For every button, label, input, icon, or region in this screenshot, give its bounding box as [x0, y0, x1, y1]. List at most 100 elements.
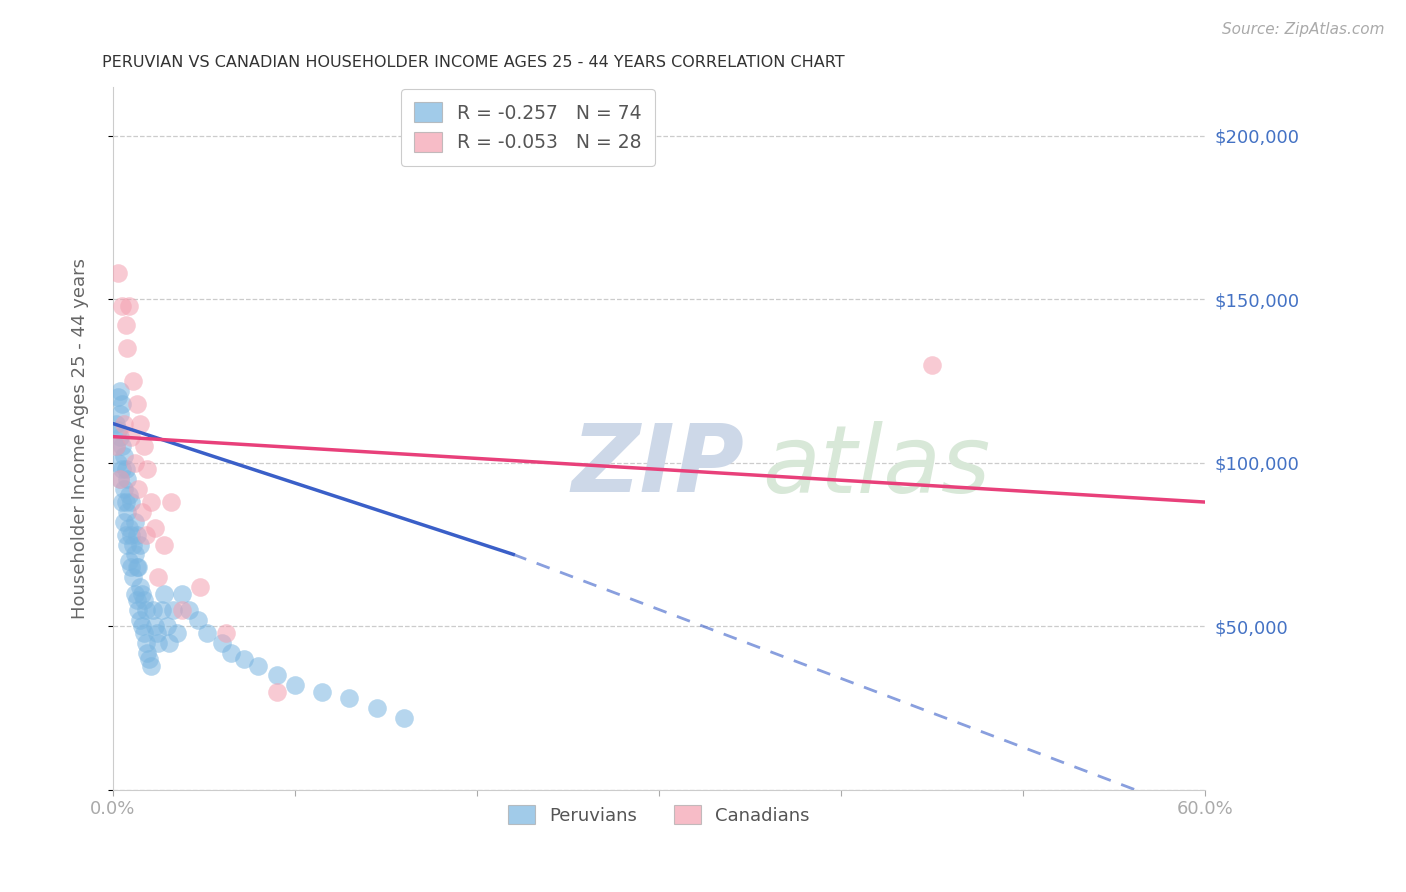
Point: [125, 397, 148, 411]
Point: [105, 439, 128, 453]
Y-axis label: Householder Income Ages 25 - 44 years: Householder Income Ages 25 - 44 years: [72, 258, 89, 619]
Point: [284, 678, 307, 692]
Point: [219, 646, 242, 660]
Point: [127, 482, 149, 496]
Point: [122, 374, 145, 388]
Point: [118, 521, 141, 535]
Point: [138, 652, 160, 666]
Point: [120, 527, 142, 541]
Point: [105, 417, 128, 431]
Point: [118, 299, 141, 313]
Point: [247, 658, 270, 673]
Point: [124, 548, 146, 562]
Point: [111, 495, 134, 509]
Point: [127, 603, 149, 617]
Point: [921, 358, 943, 372]
Point: [118, 488, 141, 502]
Point: [139, 658, 162, 673]
Point: [120, 560, 142, 574]
Point: [111, 397, 134, 411]
Point: [266, 668, 288, 682]
Point: [131, 587, 153, 601]
Point: [117, 538, 139, 552]
Point: [108, 472, 131, 486]
Point: [108, 429, 131, 443]
Point: [125, 560, 148, 574]
Point: [311, 685, 333, 699]
Point: [105, 439, 128, 453]
Point: [188, 580, 211, 594]
Point: [143, 521, 166, 535]
Point: [131, 505, 153, 519]
Point: [148, 636, 170, 650]
Point: [135, 603, 157, 617]
Point: [129, 417, 152, 431]
Point: [111, 439, 134, 453]
Point: [135, 527, 157, 541]
Point: [197, 626, 219, 640]
Point: [139, 495, 162, 509]
Point: [127, 560, 149, 574]
Point: [136, 646, 159, 660]
Point: [170, 603, 193, 617]
Point: [111, 462, 134, 476]
Point: [131, 619, 153, 633]
Point: [392, 711, 415, 725]
Text: PERUVIAN VS CANADIAN HOUSEHOLDER INCOME AGES 25 - 44 YEARS CORRELATION CHART: PERUVIAN VS CANADIAN HOUSEHOLDER INCOME …: [101, 55, 845, 70]
Point: [124, 515, 146, 529]
Point: [148, 570, 170, 584]
Point: [122, 570, 145, 584]
Point: [122, 538, 145, 552]
Point: [339, 691, 361, 706]
Point: [366, 701, 388, 715]
Point: [108, 384, 131, 398]
Point: [114, 495, 136, 509]
Legend: Peruvians, Canadians: Peruvians, Canadians: [499, 796, 818, 834]
Point: [129, 538, 152, 552]
Point: [156, 619, 179, 633]
Point: [118, 554, 141, 568]
Point: [114, 462, 136, 476]
Point: [107, 266, 129, 280]
Point: [153, 538, 176, 552]
Text: atlas: atlas: [762, 421, 991, 512]
Point: [112, 482, 135, 496]
Point: [129, 613, 152, 627]
Text: ZIP: ZIP: [571, 420, 744, 512]
Point: [132, 593, 155, 607]
Point: [145, 626, 167, 640]
Point: [179, 603, 201, 617]
Point: [232, 652, 254, 666]
Point: [108, 472, 131, 486]
Point: [215, 626, 238, 640]
Point: [162, 603, 184, 617]
Point: [107, 456, 129, 470]
Point: [112, 449, 135, 463]
Point: [125, 527, 148, 541]
Point: [142, 603, 165, 617]
Point: [107, 423, 129, 437]
Point: [108, 407, 131, 421]
Point: [143, 619, 166, 633]
Point: [166, 626, 188, 640]
Point: [117, 472, 139, 486]
Point: [107, 390, 129, 404]
Point: [112, 515, 135, 529]
Point: [111, 299, 134, 313]
Point: [150, 603, 173, 617]
Point: [114, 527, 136, 541]
Point: [160, 495, 183, 509]
Point: [211, 636, 233, 650]
Point: [266, 685, 288, 699]
Point: [157, 636, 180, 650]
Point: [114, 318, 136, 333]
Point: [132, 439, 155, 453]
Point: [112, 417, 135, 431]
Point: [187, 613, 209, 627]
Point: [129, 580, 152, 594]
Point: [117, 505, 139, 519]
Point: [120, 495, 142, 509]
Point: [124, 587, 146, 601]
Point: [135, 636, 157, 650]
Point: [117, 341, 139, 355]
